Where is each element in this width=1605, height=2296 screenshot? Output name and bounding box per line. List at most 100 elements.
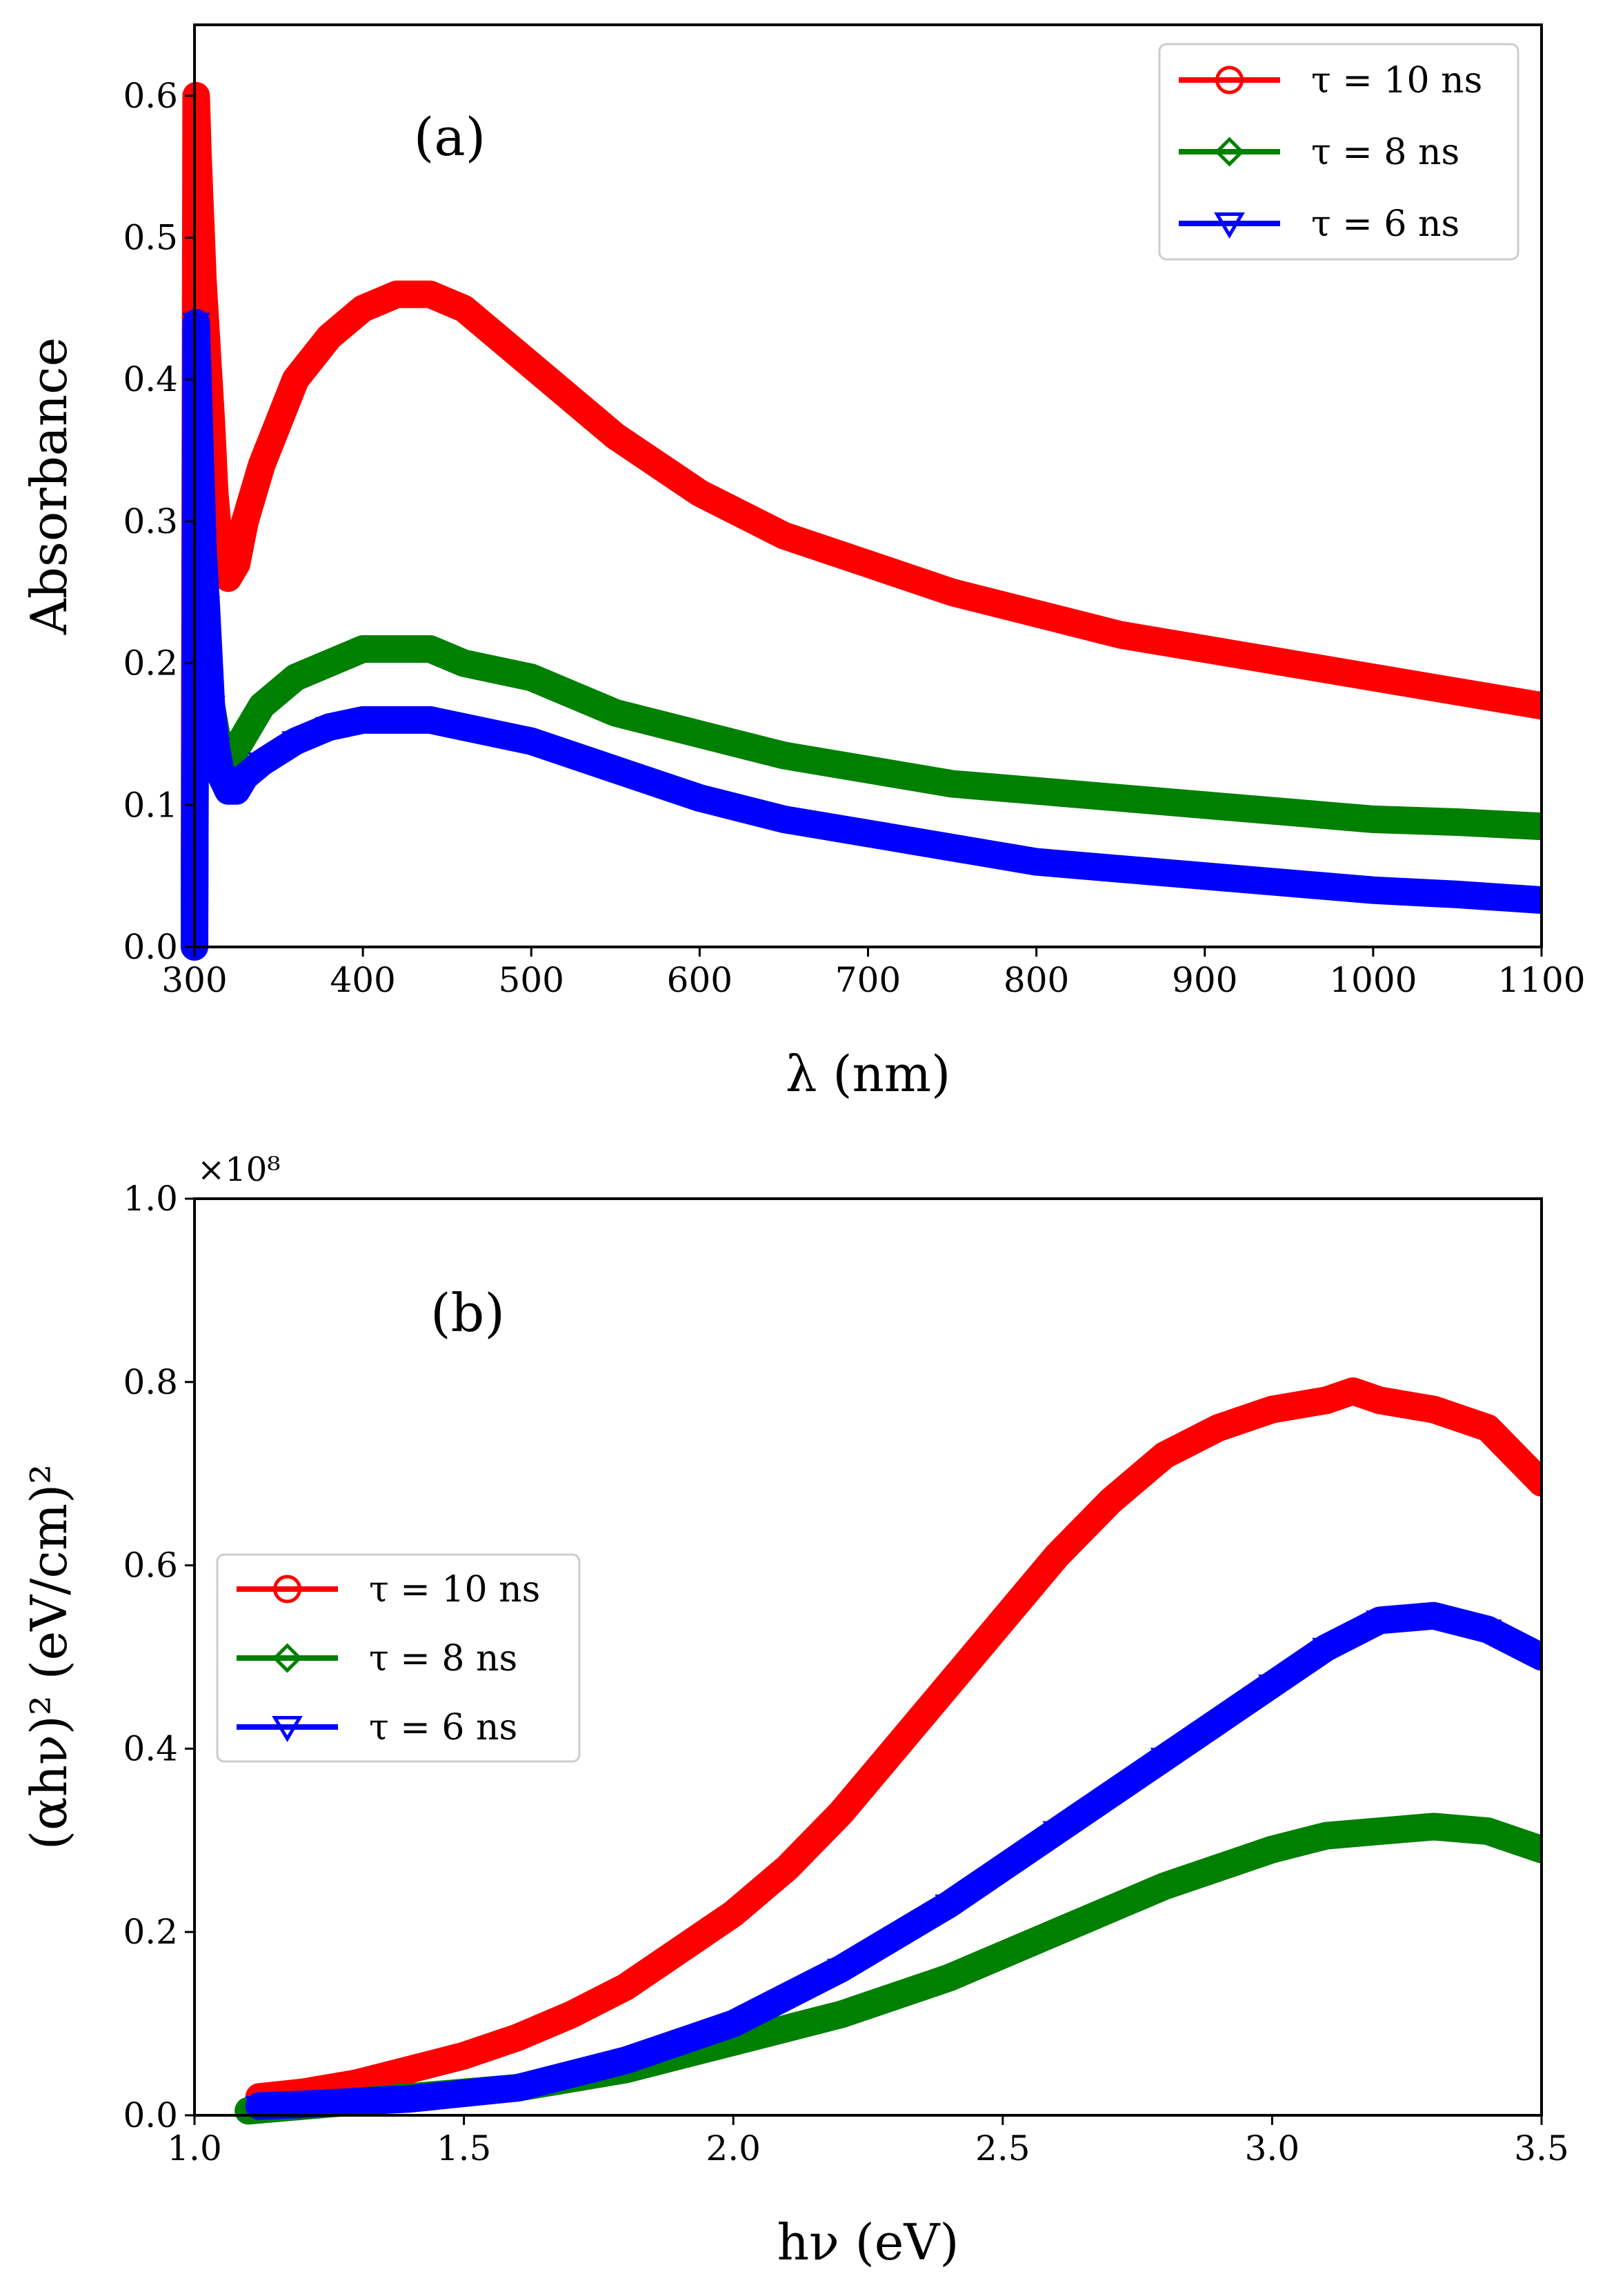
x-tick-label: 700 (835, 960, 901, 1000)
data-point (1312, 1822, 1340, 1850)
data-point (183, 369, 212, 394)
data-point (186, 182, 212, 208)
data-point (197, 695, 226, 720)
data-point (1097, 1488, 1124, 1515)
data-point (396, 2088, 424, 2113)
legend: τ = 10 ns τ = 8 ns τ = 6 ns (216, 1553, 581, 1763)
data-point (855, 551, 881, 577)
y-axis-label: Absorbance (20, 337, 78, 635)
data-point (601, 759, 630, 784)
data-point (1191, 791, 1219, 819)
data-point (939, 770, 966, 797)
data-point (1150, 1748, 1179, 1772)
legend: τ = 10 ns τ = 8 ns τ = 6 ns (1158, 43, 1519, 261)
data-point (770, 522, 797, 548)
data-point (770, 741, 797, 769)
x-tick-label: 900 (1172, 960, 1237, 1000)
data-point (1528, 692, 1542, 719)
data-point (939, 579, 966, 606)
data-point (938, 837, 966, 862)
panel-label: (a) (414, 106, 486, 168)
x-tick-label: 2.0 (706, 2128, 761, 2168)
data-point (416, 710, 445, 735)
y-tick-label: 0.6 (123, 1546, 178, 1586)
data-point (1474, 1817, 1502, 1845)
data-point (316, 324, 342, 350)
legend-label: τ = 10 ns (1311, 60, 1482, 101)
axes-frame (193, 1197, 1543, 2117)
y-multiplier: ×10⁸ (197, 1150, 281, 1189)
data-point (192, 596, 221, 621)
data-point (1024, 601, 1050, 627)
legend-label: τ = 6 ns (1311, 203, 1459, 245)
data-point (222, 781, 251, 805)
data-point (315, 717, 343, 741)
legend-box (1158, 43, 1519, 261)
data-point (348, 710, 377, 735)
data-point (207, 766, 236, 791)
data-point (611, 2050, 640, 2075)
data-point (1359, 806, 1387, 833)
series-line (192, 321, 1542, 948)
data-point (1443, 884, 1472, 909)
data-point (1420, 1813, 1448, 1840)
data-point (1258, 1836, 1286, 1864)
data-point (1313, 1387, 1339, 1413)
y-tick-label: 0.5 (123, 218, 178, 258)
data-point (450, 650, 478, 677)
data-point (517, 663, 545, 691)
x-tick-label: 3.0 (1245, 2128, 1300, 2168)
data-point (770, 809, 798, 834)
data-point (1022, 852, 1050, 876)
data-point (1044, 1543, 1070, 1569)
data-point (854, 756, 882, 783)
series-line (259, 1613, 1542, 2108)
data-point (602, 423, 628, 450)
legend-label: τ = 6 ns (369, 1707, 517, 1748)
plot-area (235, 1377, 1542, 2125)
data-point (1367, 1387, 1393, 1413)
data-point (1419, 1606, 1448, 1630)
legend-swatch-marker (1215, 66, 1244, 94)
data-point (188, 539, 217, 564)
panel-a: 300 400 500 600 700 800 900 1000 1100 0.0 0.1 0.2 0.… (20, 23, 1586, 1103)
x-tick-label: 800 (1004, 960, 1069, 1000)
x-tick-label: 1000 (1329, 960, 1417, 1000)
data-point (1359, 880, 1388, 904)
data-point (1366, 1817, 1394, 1845)
data-point (281, 731, 310, 755)
data-point (248, 752, 277, 777)
data-point (245, 2096, 274, 2120)
data-point (1444, 679, 1471, 705)
y-tick-label: 1.0 (123, 1179, 178, 1219)
data-point (1275, 872, 1304, 897)
x-axis-label: λ (nm) (786, 1045, 950, 1103)
data-point (282, 366, 308, 392)
x-tick-label: 1.5 (437, 2128, 492, 2168)
data-point (248, 692, 276, 719)
y-tick-label: 0.4 (123, 359, 178, 399)
data-point (1205, 1415, 1231, 1441)
data-point (827, 1958, 855, 1983)
data-point (1043, 1918, 1070, 1946)
plot-area (181, 81, 1542, 961)
data-point (686, 788, 714, 812)
data-point (383, 635, 410, 663)
data-point (1340, 1378, 1366, 1404)
data-point (1360, 664, 1386, 690)
y-tick-label: 0.2 (123, 643, 178, 683)
legend-swatch-marker (1214, 137, 1245, 167)
data-point (612, 1974, 639, 2000)
x-axis-label: hν (eV) (777, 2213, 959, 2271)
data-point (190, 267, 216, 293)
data-point (223, 551, 250, 577)
data-point (935, 1894, 964, 1919)
series-2 (181, 309, 1542, 961)
legend-swatch-marker (272, 1716, 303, 1743)
data-point (1528, 812, 1542, 840)
data-point (350, 295, 376, 321)
data-point (182, 312, 210, 337)
x-tick-label: 400 (330, 960, 395, 1000)
data-point (288, 2094, 317, 2119)
